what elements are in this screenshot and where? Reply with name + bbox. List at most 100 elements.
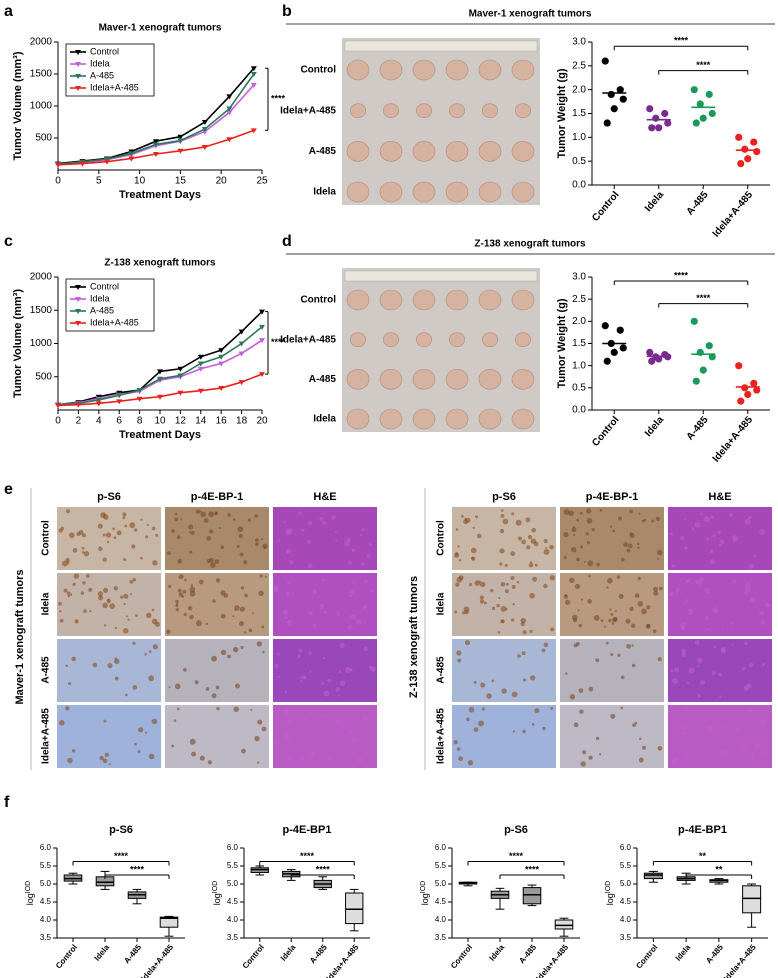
texture: [522, 729, 526, 734]
texture: [335, 539, 338, 542]
texture: [475, 515, 479, 519]
micrograph: [57, 573, 161, 636]
texture: [686, 736, 689, 739]
texture: [337, 611, 340, 615]
texture: [189, 550, 193, 554]
texture: [610, 653, 614, 657]
x-tick-label: A-485: [122, 942, 143, 965]
texture: [368, 543, 372, 547]
texture: [363, 646, 369, 652]
texture: [264, 575, 267, 578]
texture: [132, 684, 138, 690]
texture: [103, 624, 107, 627]
texture: [612, 529, 616, 533]
texture: [285, 591, 290, 596]
texture: [527, 535, 532, 540]
texture: [122, 628, 129, 634]
micrograph: [273, 573, 377, 636]
texture: [754, 743, 760, 749]
texture: [749, 597, 755, 602]
tumor: [478, 289, 502, 311]
texture: [631, 663, 636, 668]
texture: [116, 530, 122, 536]
texture: [718, 543, 722, 547]
texture: [500, 619, 504, 624]
texture: [760, 720, 766, 726]
data-point: [750, 138, 758, 146]
texture: [260, 538, 264, 541]
texture: [496, 603, 500, 608]
legend-marker: [75, 285, 81, 290]
tumor: [346, 289, 370, 311]
texture: [203, 518, 209, 523]
texture: [78, 530, 84, 535]
texture: [132, 641, 136, 646]
data-point: [690, 317, 698, 325]
texture: [712, 607, 719, 614]
texture: [323, 610, 327, 614]
texture: [105, 532, 112, 538]
texture: [176, 603, 179, 606]
texture: [747, 741, 750, 745]
marker: [238, 329, 245, 335]
texture: [135, 614, 138, 617]
texture: [166, 629, 171, 635]
texture: [69, 593, 73, 596]
row-label: Idela+A-485: [280, 334, 336, 345]
texture: [174, 517, 179, 522]
tumor: [511, 408, 535, 430]
texture: [694, 579, 699, 584]
texture: [319, 604, 325, 609]
texture: [591, 528, 595, 532]
sig-label: ****: [674, 270, 689, 280]
texture: [238, 533, 243, 539]
data-point: [699, 366, 707, 374]
tumor: [412, 408, 436, 430]
texture: [274, 738, 280, 744]
texture: [189, 738, 196, 745]
y-tick-label: 500: [35, 371, 52, 382]
texture: [81, 551, 85, 554]
texture: [607, 577, 613, 584]
marker: [136, 388, 143, 394]
texture: [571, 527, 577, 533]
x-tick-label: Idela: [643, 189, 666, 214]
data-point: [705, 90, 713, 99]
texture: [103, 514, 109, 520]
x-tick-label: Idela: [488, 942, 507, 962]
texture: [719, 539, 725, 545]
y-tick-label: 2.0: [572, 84, 586, 95]
marker: [103, 157, 110, 163]
texture: [454, 552, 460, 558]
texture: [140, 556, 143, 560]
texture: [564, 599, 571, 605]
texture: [108, 763, 111, 766]
marker: [250, 82, 257, 88]
texture: [298, 511, 302, 515]
texture: [472, 526, 475, 529]
x-tick-label: Idela: [93, 942, 112, 962]
texture: [526, 545, 531, 550]
texture: [239, 606, 245, 612]
texture: [234, 608, 237, 611]
texture: [284, 616, 287, 620]
texture: [71, 749, 76, 753]
row-label: Control: [41, 520, 52, 556]
texture: [576, 557, 580, 562]
texture: [573, 534, 576, 537]
texture: [138, 727, 144, 733]
texture: [617, 653, 621, 657]
texture: [240, 645, 244, 650]
row-label: Idela+A-485: [436, 708, 447, 764]
tumor: [382, 332, 399, 347]
texture: [205, 622, 209, 626]
texture: [262, 650, 265, 654]
y-tick-label: 2.5: [572, 294, 586, 305]
micrograph: [452, 507, 556, 570]
texture: [335, 687, 340, 692]
texture: [486, 693, 492, 699]
texture: [575, 641, 580, 646]
texture: [283, 520, 286, 524]
texture: [499, 562, 503, 566]
texture: [505, 582, 509, 586]
